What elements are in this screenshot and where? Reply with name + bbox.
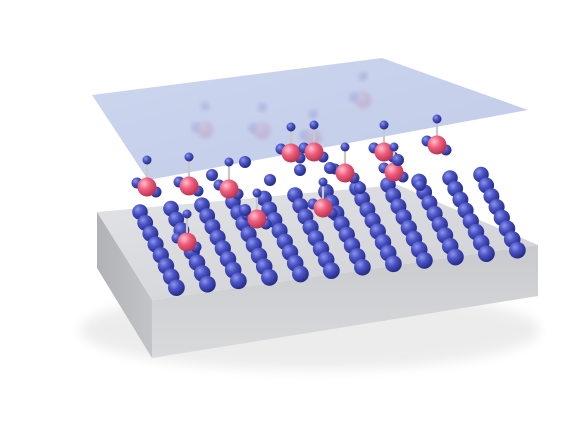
hydrogen-atom [310,121,319,130]
floating-atom [264,174,276,186]
surface-atom [354,259,371,276]
hydrogen-atom [143,156,152,165]
surface-atom [447,249,464,266]
hydrogen-atom [183,210,192,219]
hydrogen-atom [433,115,442,124]
oxygen-atom [138,178,157,197]
hydrogen-atom [287,123,296,132]
oxygen-atom [428,136,447,155]
hydrogen-atom [225,158,234,167]
oxygen-atom [336,164,355,183]
surface-atom [261,269,278,286]
hydrogen-atom [319,178,328,187]
oxygen-atom [220,180,239,199]
surface-atom [230,272,247,289]
hydrogen-atom [390,143,399,152]
surface-atom [199,276,216,293]
oxygen-atom [180,177,199,196]
oxygen-atom [314,199,333,218]
floating-atom [206,169,218,181]
surface-atom [292,266,309,283]
floating-atom [392,154,404,166]
oxygen-atom [178,233,197,252]
floating-atom [324,162,336,174]
surface-atom [416,252,433,269]
floating-atom [239,204,251,216]
surface-atom [385,255,402,272]
floating-atom [354,182,366,194]
hydrogen-atom [185,153,194,162]
surface-atom [478,245,495,262]
hydrogen-atom [380,121,389,130]
floating-atom [294,164,306,176]
surface-atom [323,262,340,279]
hydrogen-atom [341,143,350,152]
oxygen-atom [305,143,324,162]
surface-atom [509,242,526,259]
oxygen-atom [282,144,301,163]
hydrogen-atom [253,189,262,198]
surface-atom [168,279,185,296]
floating-atom [414,179,426,191]
translucent-sheet [92,58,528,180]
floating-atom [239,156,251,168]
